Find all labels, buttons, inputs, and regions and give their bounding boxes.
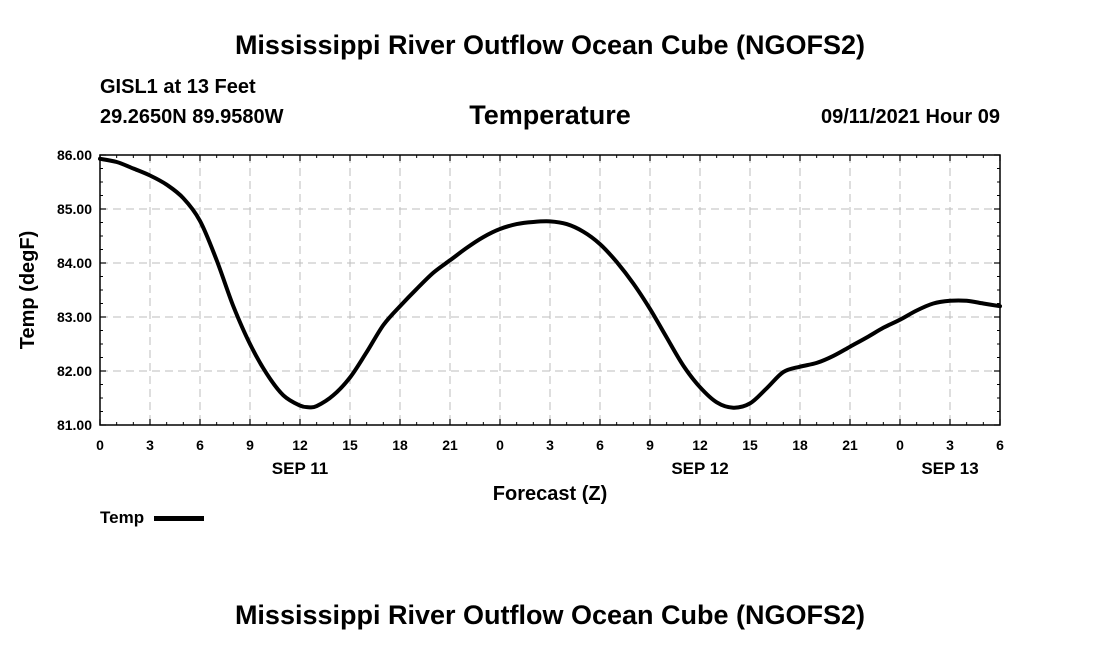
date-label: SEP 11 bbox=[272, 459, 328, 478]
station-label: GISL1 at 13 Feet bbox=[100, 76, 256, 98]
x-tick-label: 9 bbox=[646, 437, 654, 453]
y-tick-label: 85.00 bbox=[57, 201, 92, 217]
x-tick-label: 3 bbox=[946, 437, 954, 453]
y-axis-label: Temp (degF) bbox=[17, 231, 39, 350]
variable-title: Temperature bbox=[469, 100, 631, 130]
x-tick-label: 12 bbox=[692, 437, 708, 453]
date-labels: SEP 11 SEP 12 SEP 13 bbox=[272, 459, 979, 478]
x-tick-label: 0 bbox=[896, 437, 904, 453]
legend: Temp bbox=[100, 508, 205, 528]
plot-area-border bbox=[99, 154, 1001, 426]
x-tick-label: 18 bbox=[392, 437, 408, 453]
grid-lines bbox=[100, 155, 1000, 425]
x-tick-label: 3 bbox=[146, 437, 154, 453]
station-coordinates: 29.2650N 89.9580W bbox=[100, 106, 284, 128]
x-tick-label: 21 bbox=[842, 437, 858, 453]
x-tick-label: 12 bbox=[292, 437, 308, 453]
y-tick-label: 84.00 bbox=[57, 255, 92, 271]
chart-title: Mississippi River Outflow Ocean Cube (NG… bbox=[234, 30, 866, 60]
y-tick-label: 81.00 bbox=[57, 417, 92, 433]
legend-label: Temp bbox=[100, 508, 145, 527]
x-tick-label: 18 bbox=[792, 437, 808, 453]
x-tick-label: 9 bbox=[246, 437, 254, 453]
x-tick-label: 6 bbox=[196, 437, 204, 453]
x-tick-label: 15 bbox=[342, 437, 358, 453]
legend-line-swatch bbox=[154, 515, 205, 521]
date-label: SEP 13 bbox=[921, 459, 978, 478]
forecast-datetime: 09/11/2021 Hour 09 bbox=[820, 106, 1000, 128]
x-tick-label: 6 bbox=[996, 437, 1004, 453]
y-axis-ticks: 81.00 82.00 83.00 84.00 85.00 86.00 bbox=[57, 147, 1000, 433]
temp-series-line bbox=[98, 156, 1002, 410]
x-axis-label: Forecast (Z) bbox=[493, 483, 607, 505]
footer-title: Mississippi River Outflow Ocean Cube (NG… bbox=[234, 600, 866, 630]
y-tick-label: 82.00 bbox=[57, 363, 92, 379]
x-tick-label: 21 bbox=[442, 437, 458, 453]
date-label: SEP 12 bbox=[671, 459, 728, 478]
x-tick-label: 0 bbox=[96, 437, 104, 453]
x-tick-label: 6 bbox=[596, 437, 604, 453]
y-tick-label: 86.00 bbox=[57, 147, 92, 163]
y-tick-label: 83.00 bbox=[57, 309, 92, 325]
x-tick-label: 0 bbox=[496, 437, 504, 453]
x-tick-label: 15 bbox=[742, 437, 758, 453]
x-tick-label: 3 bbox=[546, 437, 554, 453]
